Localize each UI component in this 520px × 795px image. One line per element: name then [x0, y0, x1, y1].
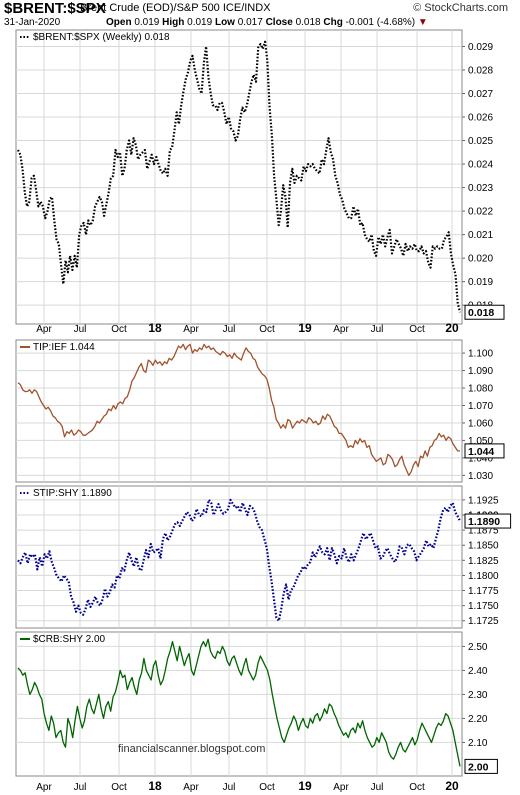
- x-tick-label: Apr: [36, 782, 52, 793]
- chg-value: -0.001 (-4.68%): [345, 17, 416, 28]
- panel-frame: [15, 339, 463, 483]
- y-tick-label: 1.1875: [468, 526, 499, 537]
- y-tick-label: 1.1725: [468, 616, 499, 627]
- legend-label: $BRENT:$SPX (Weekly) 0.018: [33, 32, 170, 43]
- x-tick-label: Apr: [36, 324, 52, 335]
- open-label: Open: [106, 17, 132, 28]
- y-tick-label: 0.019: [468, 277, 493, 288]
- x-tick-label: Oct: [259, 324, 275, 335]
- y-tick-label: 1.1775: [468, 586, 499, 597]
- x-tick-label: 20: [445, 779, 459, 793]
- x-tick-label: Oct: [409, 782, 425, 793]
- y-tick-label: 1.050: [468, 436, 493, 447]
- x-tick-label: Jul: [371, 324, 384, 335]
- series-line: [17, 343, 460, 477]
- x-tick-label: Apr: [333, 782, 349, 793]
- y-tick-label: 0.021: [468, 230, 493, 241]
- y-tick-label: 2.30: [468, 690, 488, 701]
- chart-description: Brent Crude (EOD)/S&P 500 ICE/INDX: [80, 2, 271, 14]
- y-tick-label: 1.1825: [468, 556, 499, 567]
- last-value-box: [464, 443, 505, 459]
- y-tick-label: 0.028: [468, 65, 493, 76]
- high-value: 0.019: [187, 17, 213, 28]
- last-value-box: [464, 513, 512, 529]
- y-tick-label: 0.023: [468, 183, 493, 194]
- watermark-text: financialscanner.blogspot.com: [118, 743, 265, 755]
- y-tick-label: 1.090: [468, 366, 493, 377]
- y-tick-label: 0.024: [468, 160, 493, 171]
- y-tick-label: 0.020: [468, 254, 493, 265]
- x-tick-label: Jul: [74, 324, 87, 335]
- y-tick-label: 1.030: [468, 471, 493, 482]
- chart-symbol: $BRENT:$SPX: [4, 0, 106, 17]
- series-line: [17, 638, 461, 767]
- x-tick-label: 18: [148, 779, 162, 793]
- x-tick-label: 19: [298, 779, 312, 793]
- panel-frame: [15, 29, 463, 325]
- x-tick-label: Jul: [371, 782, 384, 793]
- y-tick-label: 1.1800: [468, 571, 499, 582]
- y-tick-label: 2.50: [468, 642, 488, 653]
- x-tick-label: Apr: [183, 324, 199, 335]
- last-value-label: 1.044: [468, 446, 494, 458]
- close-value: 0.018: [295, 17, 321, 28]
- x-tick-label: Oct: [111, 782, 127, 793]
- y-tick-label: 1.1750: [468, 601, 499, 612]
- legend-label: TIP:IEF 1.044: [33, 342, 95, 353]
- x-tick-label: 18: [148, 321, 162, 335]
- chg-label: Chg: [323, 17, 343, 28]
- last-value-label: 1.1890: [468, 516, 500, 528]
- y-tick-label: 2.40: [468, 666, 488, 677]
- y-tick-label: 1.070: [468, 401, 493, 412]
- y-tick-label: 1.060: [468, 418, 493, 429]
- x-tick-label: 20: [445, 321, 459, 335]
- close-label: Close: [265, 17, 293, 28]
- legend-label: STIP:SHY 1.1890: [33, 488, 112, 499]
- y-tick-label: 2.10: [468, 738, 488, 749]
- y-tick-label: 1.1925: [468, 495, 499, 506]
- x-tick-label: Oct: [259, 782, 275, 793]
- low-value: 0.017: [237, 17, 263, 28]
- y-tick-label: 0.025: [468, 136, 493, 147]
- chart-date: 31-Jan-2020: [4, 17, 61, 28]
- high-label: High: [162, 17, 185, 28]
- x-tick-label: Jul: [223, 324, 236, 335]
- series-line: [17, 40, 462, 313]
- last-value-label: 2.00: [468, 761, 489, 773]
- y-tick-label: 0.027: [468, 89, 493, 100]
- x-tick-label: Jul: [74, 782, 87, 793]
- y-tick-label: 1.040: [468, 453, 493, 464]
- brand-logo[interactable]: © StockCharts.com: [413, 2, 508, 14]
- last-value-box: [464, 304, 505, 320]
- x-tick-label: Apr: [333, 324, 349, 335]
- x-tick-label: 19: [298, 321, 312, 335]
- y-tick-label: 2.20: [468, 714, 488, 725]
- series-line: [17, 498, 461, 622]
- ohlc-readout: Open 0.019 High 0.019 Low 0.017 Close 0.…: [106, 17, 428, 28]
- y-tick-label: 0.026: [468, 113, 493, 124]
- y-tick-label: 1.080: [468, 384, 493, 395]
- x-tick-label: Apr: [183, 782, 199, 793]
- y-tick-label: 1.100: [468, 349, 493, 360]
- y-tick-label: 1.1850: [468, 541, 499, 552]
- last-value-box: [464, 758, 498, 774]
- y-tick-label: 0.022: [468, 207, 493, 218]
- last-value-label: 0.018: [468, 307, 494, 319]
- y-tick-label: 0.029: [468, 42, 493, 53]
- x-tick-label: Oct: [111, 324, 127, 335]
- open-value: 0.019: [134, 17, 160, 28]
- low-label: Low: [214, 17, 235, 28]
- down-arrow-icon: ▼: [417, 17, 428, 28]
- x-tick-label: Oct: [409, 324, 425, 335]
- legend-label: $CRB:SHY 2.00: [33, 634, 106, 645]
- x-tick-label: Jul: [223, 782, 236, 793]
